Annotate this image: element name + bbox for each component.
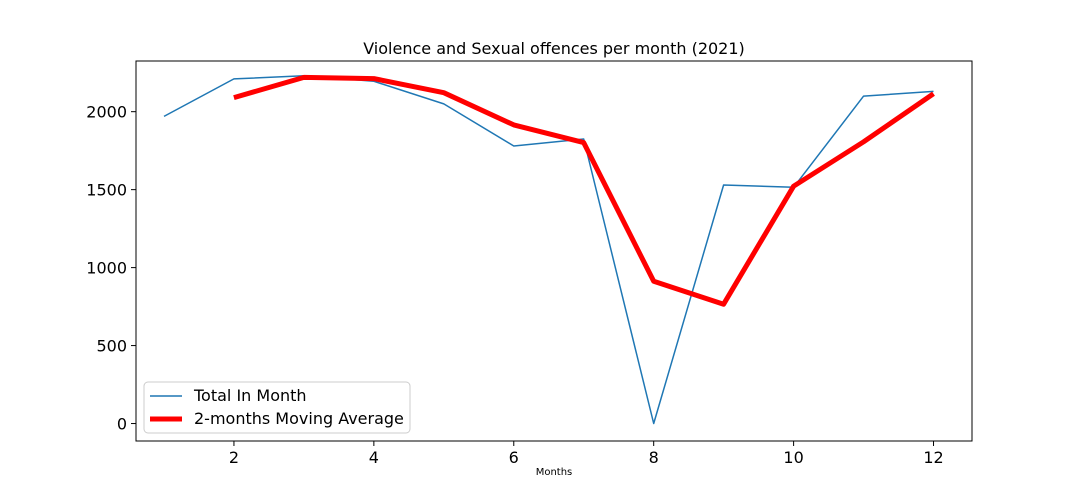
x-tick-label: 10 [783, 448, 803, 467]
legend-frame [143, 381, 411, 434]
chart-title: Violence and Sexual offences per month (… [363, 39, 745, 58]
legend-label-moving-average: 2-months Moving Average [194, 409, 404, 428]
axes-layer: 2 4 6 8 10 12 0 500 1000 1500 2000 [86, 60, 973, 467]
legend-label-total-in-month: Total In Month [193, 386, 307, 405]
series-line-2-months-moving-average [233, 74, 935, 307]
y-tick-label: 0 [117, 415, 127, 434]
x-tick-label: 6 [509, 448, 519, 467]
x-tick-label: 2 [229, 448, 239, 467]
x-axis-label: Months [536, 467, 573, 478]
y-tick-label: 1500 [86, 181, 127, 200]
x-tick-label: 12 [923, 448, 943, 467]
x-tick-label: 8 [649, 448, 659, 467]
y-tick-label: 1000 [86, 259, 127, 278]
series-layer [163, 74, 935, 425]
series-line-total-in-month [163, 75, 934, 425]
y-tick-label: 2000 [86, 103, 127, 122]
x-tick-label: 4 [369, 448, 379, 467]
legend: Total In Month 2-months Moving Average [143, 381, 411, 434]
y-tick-label: 500 [96, 337, 127, 356]
plot-frame [135, 60, 973, 442]
